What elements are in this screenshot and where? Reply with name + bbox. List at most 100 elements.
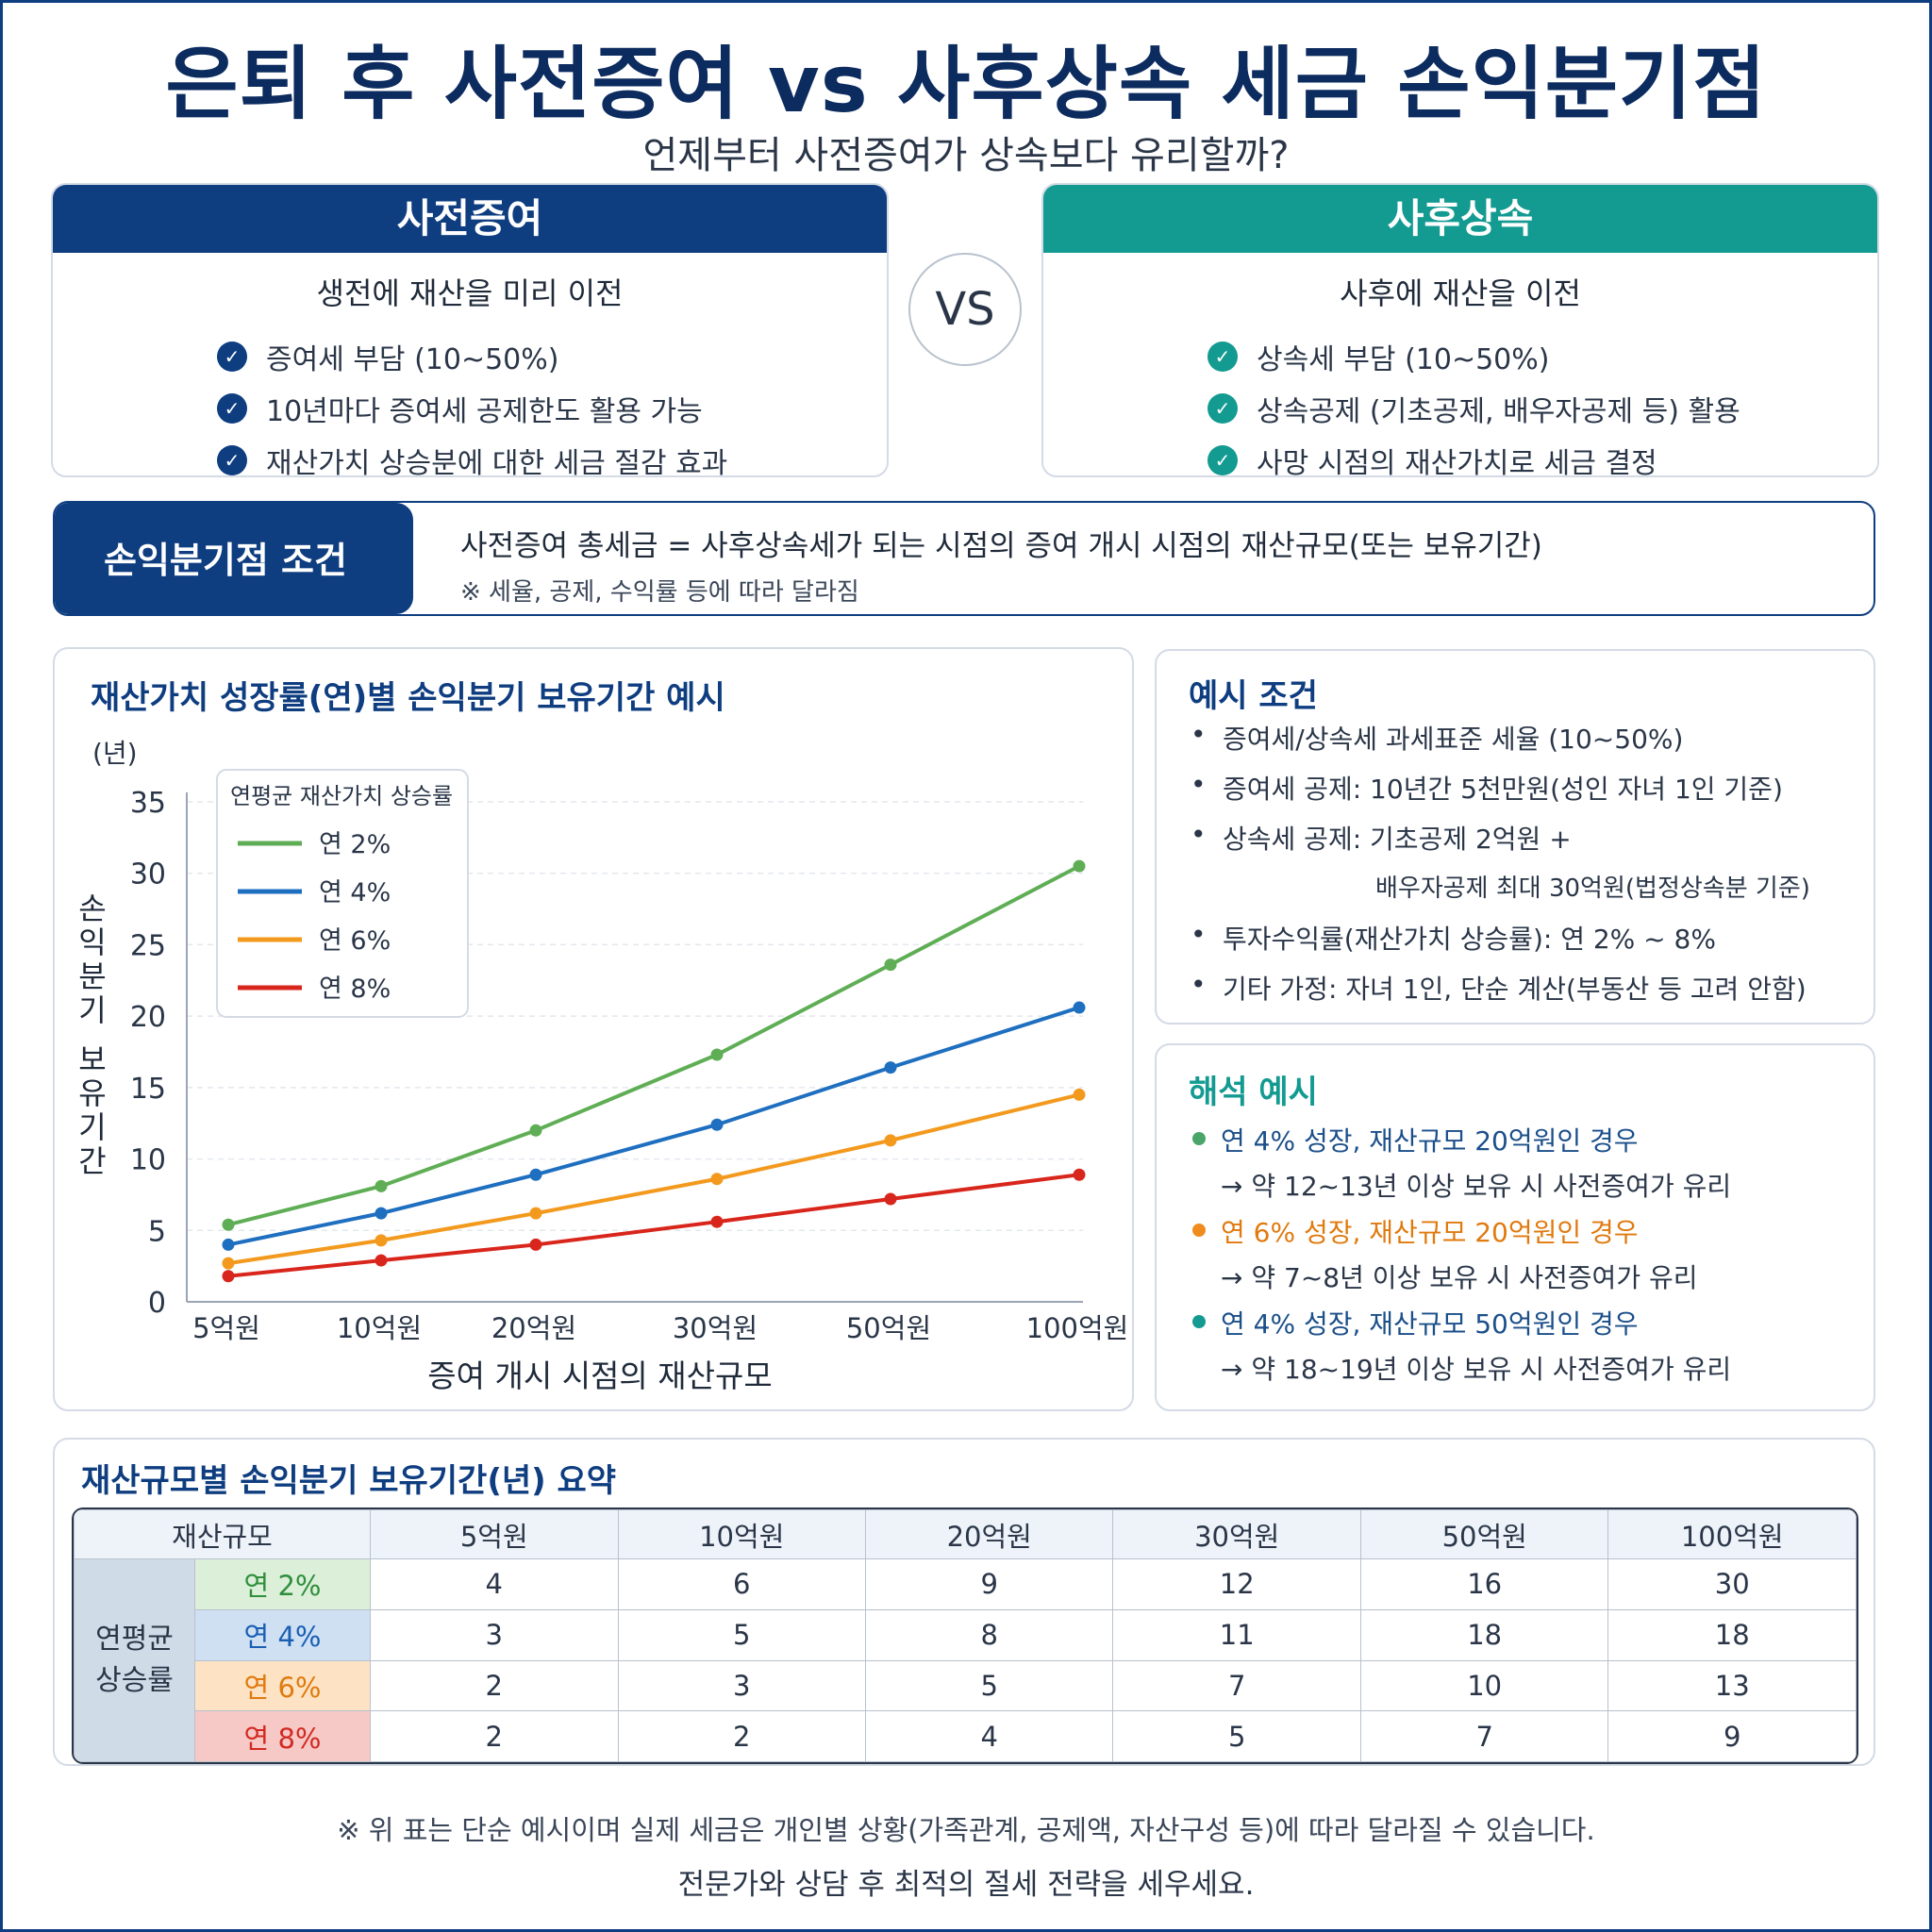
- data-point: [222, 1257, 235, 1270]
- footer-disclaimer: ※ 위 표는 단순 예시이며 실제 세금은 개인별 상황(가족관계, 공제액, …: [337, 1814, 1595, 1846]
- x-axis-title: 증여 개시 시점의 재산규모: [427, 1357, 772, 1394]
- legend-box: [216, 769, 469, 1018]
- summary-title: 재산규모별 손익분기 보유기간(년) 요약: [81, 1462, 617, 1500]
- condition-item: 증여세/상속세 과세표준 세율 (10~50%): [1191, 719, 1810, 769]
- legend-title: 연평균 재산가치 상승률: [230, 783, 453, 809]
- table-col-header: 10억원: [617, 1509, 866, 1559]
- page-subtitle: 언제부터 사전증여가 상속보다 유리할까?: [642, 134, 1290, 177]
- series-line: [227, 864, 1080, 1227]
- data-point: [529, 1168, 542, 1181]
- chart-title: 재산가치 성장률(연)별 손익분기 보유기간 예시: [91, 679, 725, 717]
- gift-card-desc: 생전에 재산을 미리 이전: [316, 275, 624, 311]
- interpretation-panel: 해석 예시 연 4% 성장, 재산규모 20억원인 경우 → 약 12~13년 …: [1155, 1043, 1875, 1411]
- y-tick-label: 30: [130, 858, 166, 891]
- table-col-header: 30억원: [1112, 1509, 1361, 1559]
- breakeven-condition: 손익분기점 조건 사전증여 총세금 = 사후상속세가 되는 시점의 증여 개시 …: [53, 501, 1875, 616]
- legend-entry: 연 6%: [319, 926, 391, 956]
- page-title: 은퇴 후 사전증여 vs 사후상속 세금 손익분기점: [165, 38, 1767, 130]
- table-cell: 11: [1112, 1608, 1361, 1661]
- table-col-header: 20억원: [864, 1509, 1114, 1559]
- table-cell: 5: [1112, 1710, 1361, 1762]
- data-point: [1073, 1001, 1086, 1014]
- inherit-card-title: 사후상속: [1043, 185, 1877, 253]
- data-point: [375, 1234, 388, 1247]
- data-point: [529, 1124, 542, 1137]
- y-tick-label: 0: [148, 1287, 166, 1320]
- condition-item-continuation: 배우자공제 최대 30억원(법정상속분 기준): [1375, 874, 1810, 903]
- y-tick-label: 35: [130, 787, 166, 820]
- y-tick-label: 25: [130, 929, 166, 962]
- table-cell: 7: [1112, 1659, 1361, 1712]
- vs-badge: VS: [908, 253, 1022, 366]
- data-point: [884, 1134, 897, 1147]
- x-tick-label: 100억원: [1026, 1312, 1129, 1344]
- interpretation-title: 해석 예시: [1189, 1074, 1318, 1111]
- condition-item: 증여세 공제: 10년간 5천만원(성인 자녀 1인 기준): [1191, 769, 1810, 819]
- table-cell: 4: [864, 1710, 1114, 1762]
- data-point: [375, 1254, 388, 1267]
- inherit-bullet: ✓ 상속공제 (기초공제, 배우자공제 등) 활용: [1208, 382, 1877, 434]
- x-tick-label: 20억원: [491, 1312, 576, 1344]
- inherit-card: 사후상속 사후에 재산을 이전 ✓ 상속세 부담 (10~50%) ✓ 상속공제 (…: [1041, 183, 1879, 477]
- y-tick-label: 15: [130, 1073, 166, 1106]
- condition-formula: 사전증여 총세금 = 사후상속세가 되는 시점의 증여 개시 시점의 재산규모(…: [460, 529, 1542, 563]
- y-unit-label: (년): [92, 738, 138, 769]
- table-corner-header: 재산규모: [74, 1509, 372, 1559]
- check-icon: ✓: [1208, 392, 1238, 424]
- table-cell: 2: [617, 1710, 866, 1762]
- data-point: [884, 1192, 897, 1206]
- data-point: [375, 1207, 388, 1220]
- table-cell: 16: [1359, 1558, 1609, 1610]
- gift-bullet-list: ✓ 증여세 부담 (10~50%) ✓ 10년마다 증여세 공제한도 활용 가능 ✓…: [53, 330, 887, 475]
- series-line: [227, 1173, 1080, 1278]
- data-point: [710, 1215, 724, 1228]
- table-row-label: 연 8%: [193, 1710, 372, 1762]
- table-cell: 5: [864, 1659, 1114, 1712]
- x-tick-label: 5억원: [192, 1312, 260, 1344]
- check-icon: ✓: [1208, 444, 1238, 475]
- table-row: 연 6% 2 3 5 7 10 13: [75, 1659, 1857, 1712]
- data-point: [1073, 1088, 1086, 1101]
- condition-item: 상속세 공제: 기초공제 2억원 +: [1191, 819, 1810, 869]
- data-point: [710, 1118, 724, 1131]
- conditions-title: 예시 조건: [1189, 677, 1318, 715]
- conditions-panel: 예시 조건 증여세/상속세 과세표준 세율 (10~50%) 증여세 공제: 1…: [1155, 649, 1875, 1024]
- table-cell: 7: [1359, 1710, 1609, 1762]
- table-cell: 18: [1359, 1608, 1609, 1661]
- conditions-list: 증여세/상속세 과세표준 세율 (10~50%) 증여세 공제: 10년간 5천…: [1191, 719, 1810, 1019]
- check-icon: ✓: [217, 392, 247, 424]
- interpretation-case: 연 4% 성장, 재산규모 50억원인 경우: [1191, 1304, 1731, 1349]
- data-point: [529, 1238, 542, 1251]
- table-cell: 6: [617, 1558, 866, 1610]
- legend-entry: 연 4%: [319, 878, 391, 908]
- table-cell: 3: [370, 1608, 619, 1661]
- data-point: [375, 1179, 388, 1192]
- summary-panel: 재산규모별 손익분기 보유기간(년) 요약 재산규모 5억원 10억원 20억원…: [53, 1438, 1875, 1766]
- summary-table: 재산규모 5억원 10억원 20억원 30억원 50억원 100억원 연평균 상승…: [74, 1509, 1857, 1762]
- line-chart: 0 5 10 15 20 25 30 35 5억원 10억원 20억원 30억원 50억원 100억원 (년…: [78, 738, 1129, 1394]
- footer-advice: 전문가와 상담 후 최적의 절세 전략을 세우세요.: [677, 1868, 1255, 1902]
- data-point: [1073, 859, 1086, 873]
- data-point: [710, 1048, 724, 1061]
- table-row: 연평균 상승률 연 2% 4 6 9 12 16 30: [74, 1558, 1857, 1762]
- table-group-label: 연평균 상승률: [74, 1558, 195, 1762]
- condition-item: 투자수익률(재산가치 상승률): 연 2% ~ 8%: [1191, 919, 1810, 969]
- inherit-card-desc: 사후에 재산을 이전: [1340, 275, 1581, 311]
- legend-entry: 연 2%: [319, 830, 391, 859]
- gift-bullet: ✓ 재산가치 상승분에 대한 세금 절감 효과: [217, 434, 887, 475]
- interpretation-result: → 약 7~8년 이상 보유 시 사전증여가 유리: [1221, 1262, 1698, 1293]
- table-col-header: 50억원: [1359, 1509, 1609, 1559]
- condition-note: ※ 세율, 공제, 수익률 등에 따라 달라짐: [460, 578, 859, 607]
- table-header-row: 재산규모 5억원 10억원 20억원 30억원 50억원 100억원: [74, 1509, 1857, 1559]
- interpretation-case: 연 6% 성장, 재산규모 20억원인 경우: [1191, 1212, 1731, 1257]
- check-icon: ✓: [217, 444, 247, 475]
- condition-item: 기타 가정: 자녀 1인, 단순 계산(부동산 등 고려 안함): [1191, 969, 1810, 1019]
- table-col-header: 100억원: [1607, 1509, 1857, 1559]
- table-cell: 3: [617, 1659, 866, 1712]
- summary-table-wrap: 재산규모 5억원 10억원 20억원 30억원 50억원 100억원 연평균 상승…: [72, 1507, 1858, 1764]
- condition-label: 손익분기점 조건: [55, 503, 413, 614]
- data-point: [884, 1061, 897, 1074]
- table-cell: 30: [1607, 1558, 1857, 1610]
